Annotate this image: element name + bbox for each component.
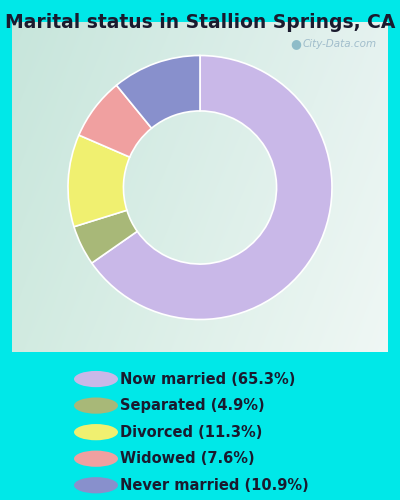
Text: Separated (4.9%): Separated (4.9%) [120,398,265,413]
Wedge shape [92,56,332,320]
Text: Widowed (7.6%): Widowed (7.6%) [120,451,255,466]
Text: Divorced (11.3%): Divorced (11.3%) [120,424,262,440]
Text: Never married (10.9%): Never married (10.9%) [120,478,309,493]
Wedge shape [74,210,137,263]
Wedge shape [79,86,152,157]
Circle shape [74,371,118,387]
Text: Marital status in Stallion Springs, CA: Marital status in Stallion Springs, CA [5,12,395,32]
Circle shape [74,477,118,494]
Text: ●: ● [290,38,301,51]
Text: Now married (65.3%): Now married (65.3%) [120,372,295,386]
Wedge shape [116,56,200,128]
Circle shape [74,424,118,440]
Wedge shape [68,135,130,226]
Text: City-Data.com: City-Data.com [302,39,377,49]
Circle shape [74,450,118,467]
Circle shape [74,398,118,413]
